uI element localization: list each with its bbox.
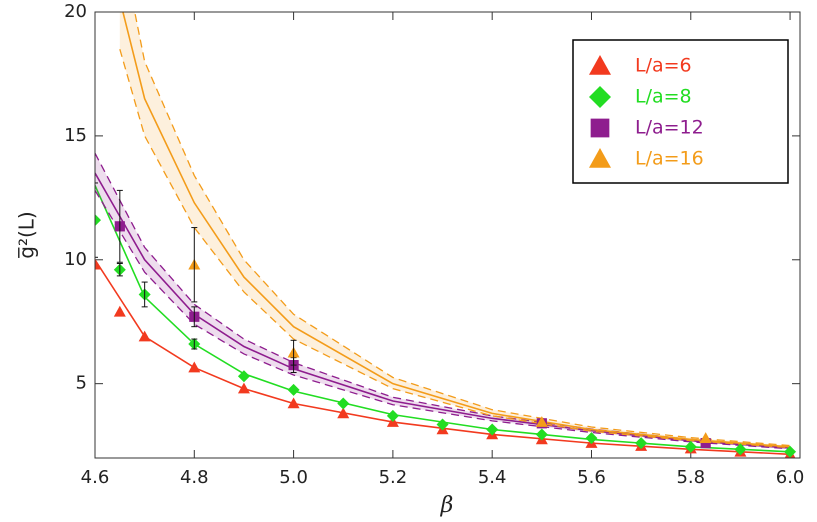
plot-frame (94, 11, 801, 459)
marker (287, 383, 300, 396)
x-tick-label: 5.8 (676, 467, 705, 488)
marker (585, 432, 598, 445)
marker (699, 432, 712, 443)
marker (237, 370, 250, 383)
marker (337, 407, 350, 419)
marker (535, 428, 548, 441)
marker (386, 409, 399, 422)
band-upper (134, 12, 791, 447)
legend-label: L/a=12 (635, 117, 704, 139)
plot-area (95, 12, 797, 458)
x-tick-label: 5.6 (577, 467, 606, 488)
band-lower (95, 190, 791, 450)
marker (138, 330, 151, 342)
legend-label: L/a=8 (635, 86, 692, 108)
legend-label: L/a=6 (635, 55, 692, 77)
y-axis-title: g̅²(L) (15, 211, 39, 258)
marker (95, 258, 101, 270)
legend-label: L/a=16 (635, 148, 704, 170)
marker (188, 361, 201, 373)
marker (784, 445, 797, 458)
marker (734, 443, 747, 456)
marker (684, 440, 697, 453)
y-tick-label: 10 (64, 249, 87, 270)
y-tick-label: 20 (64, 1, 87, 22)
marker (287, 397, 300, 409)
x-tick-label: 5.2 (379, 467, 408, 488)
marker (589, 86, 611, 108)
marker (589, 148, 611, 168)
marker (237, 382, 250, 394)
marker (635, 437, 648, 450)
marker (590, 118, 610, 138)
x-tick-label: 6.0 (776, 467, 805, 488)
marker (337, 397, 350, 410)
fit-line (122, 12, 791, 448)
legend-box (572, 39, 789, 184)
marker (589, 55, 611, 75)
y-tick-label: 5 (76, 373, 87, 394)
marker (113, 305, 126, 317)
y-tick-label: 15 (64, 125, 87, 146)
x-tick-label: 5.0 (279, 467, 308, 488)
x-tick-label: 4.6 (81, 467, 110, 488)
marker (95, 214, 101, 227)
band-lower (119, 48, 791, 449)
marker (436, 418, 449, 431)
x-axis-title: β (440, 493, 454, 518)
x-tick-label: 4.8 (180, 467, 209, 488)
x-tick-label: 5.4 (478, 467, 507, 488)
marker (486, 423, 499, 436)
marker (535, 416, 548, 427)
